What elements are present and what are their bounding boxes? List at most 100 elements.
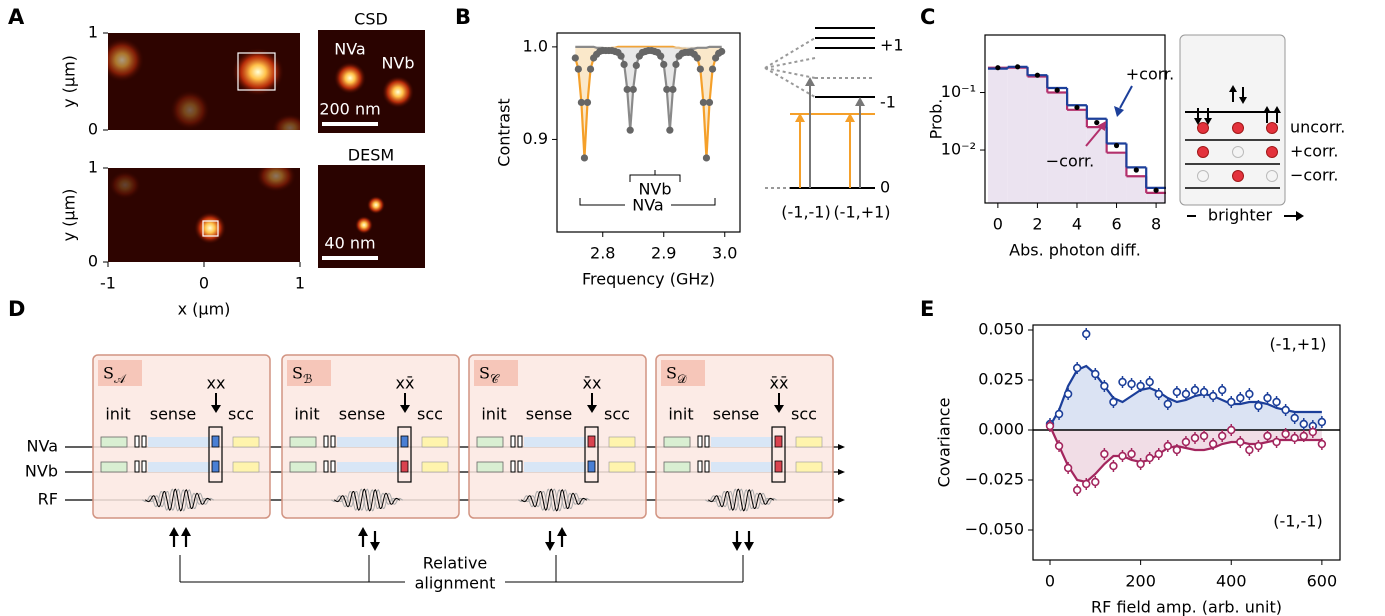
data-point (1127, 379, 1136, 389)
scc-pulse (795, 461, 823, 473)
data-point (1208, 439, 1218, 449)
data-point (580, 154, 589, 162)
scc-pulse (421, 436, 449, 448)
image-title: CSD (354, 10, 388, 29)
sense-window (148, 462, 210, 472)
data-point (1172, 445, 1182, 455)
step-label: scc (228, 405, 254, 424)
laser-pulse (141, 435, 147, 448)
legend-note: brighter (1208, 206, 1273, 225)
x-tick-label: 1 (295, 274, 305, 293)
x-tick-label: 3.0 (712, 244, 737, 263)
y-tick-label: 0.025 (978, 370, 1024, 389)
sequence-block (655, 354, 834, 519)
laser-pulse (517, 435, 523, 448)
fit-area (1049, 426, 1322, 482)
y-axis-label: Contrast (495, 98, 514, 166)
block-tag (661, 360, 705, 386)
data-point (1299, 431, 1308, 441)
data-point (1281, 429, 1290, 439)
data-point (699, 98, 708, 107)
data-point (666, 126, 674, 134)
x-tick-label: 0 (993, 215, 1003, 234)
step-area (1047, 92, 1068, 203)
step-label: sense (339, 405, 386, 424)
rf-wave (336, 488, 404, 512)
step-label: sense (713, 405, 760, 424)
data-point (718, 47, 726, 56)
legend-dot (1266, 146, 1278, 158)
data-point (1091, 369, 1100, 379)
data-point (583, 98, 592, 107)
bracket (579, 198, 716, 206)
data-point (1074, 104, 1080, 111)
readout-pulse (774, 435, 783, 448)
data-point (1154, 389, 1163, 399)
data-point (1136, 459, 1145, 469)
data-point (1254, 401, 1263, 411)
y-tick-label: 0.000 (978, 420, 1024, 439)
sense-window (148, 437, 210, 447)
block-tag (287, 360, 331, 386)
y-tick-label: 10⁻¹ (941, 82, 976, 101)
rf-wave (520, 488, 588, 512)
data-point (1208, 391, 1218, 401)
x-tick-label: 600 (1307, 572, 1338, 591)
init-pulse (476, 436, 504, 448)
legend-dot (1232, 170, 1244, 182)
readout-pulse (774, 460, 783, 473)
x-axis-label: x (µm) (178, 300, 231, 319)
data-point (1172, 387, 1182, 397)
data-point (626, 126, 634, 134)
level-diagram (764, 27, 875, 189)
sense-window (711, 437, 773, 447)
spin-arrow-head (1204, 118, 1212, 125)
rf-wave (333, 488, 401, 512)
laser-pulse (704, 435, 710, 448)
plot-frame (556, 32, 741, 233)
readout-frame (771, 426, 786, 483)
step-label: init (668, 405, 693, 424)
step-area (1007, 67, 1028, 204)
step-area (1027, 76, 1048, 203)
legend-label: +corr. (1290, 142, 1338, 161)
data-point (702, 154, 711, 162)
data-point (1015, 64, 1021, 70)
sense-window (524, 462, 586, 472)
series-label: (-1,+1) (1269, 335, 1326, 354)
laser-pulse (704, 460, 710, 473)
rf-wave (710, 488, 778, 512)
data-point (1217, 431, 1227, 441)
data-point (1190, 433, 1200, 443)
arrow-head (1114, 106, 1124, 117)
step-area (1126, 176, 1147, 203)
spin-arrow-head (1239, 97, 1247, 104)
sequence-block (92, 354, 271, 519)
laser-pulse (510, 435, 516, 448)
legend-label: uncorr. (1290, 118, 1345, 137)
x-tick-label: 2.9 (651, 244, 676, 263)
legend-dot (1197, 146, 1209, 158)
y-axis-label: y (µm) (60, 189, 79, 242)
data-point (660, 60, 668, 69)
data-point (623, 85, 631, 94)
y-tick-label: 1 (88, 23, 98, 42)
sense-window (711, 462, 773, 472)
init-pulse (289, 461, 317, 473)
laser-pulse (517, 460, 523, 473)
laser-pulse (330, 435, 336, 448)
data-point (705, 98, 714, 107)
data-point (1145, 453, 1154, 463)
data-point (696, 65, 704, 73)
series-label: (-1,-1) (1273, 512, 1322, 531)
x-tick-label: 400 (1216, 572, 1247, 591)
laser-pulse (323, 460, 329, 473)
data-point (657, 52, 665, 60)
step-area (1146, 192, 1166, 203)
arrow-head (838, 469, 845, 475)
x-tick-label: 2 (1032, 215, 1042, 234)
level-label: +1 (880, 36, 904, 55)
level-label: -1 (880, 93, 896, 112)
y-tick-label: 0 (88, 252, 98, 271)
